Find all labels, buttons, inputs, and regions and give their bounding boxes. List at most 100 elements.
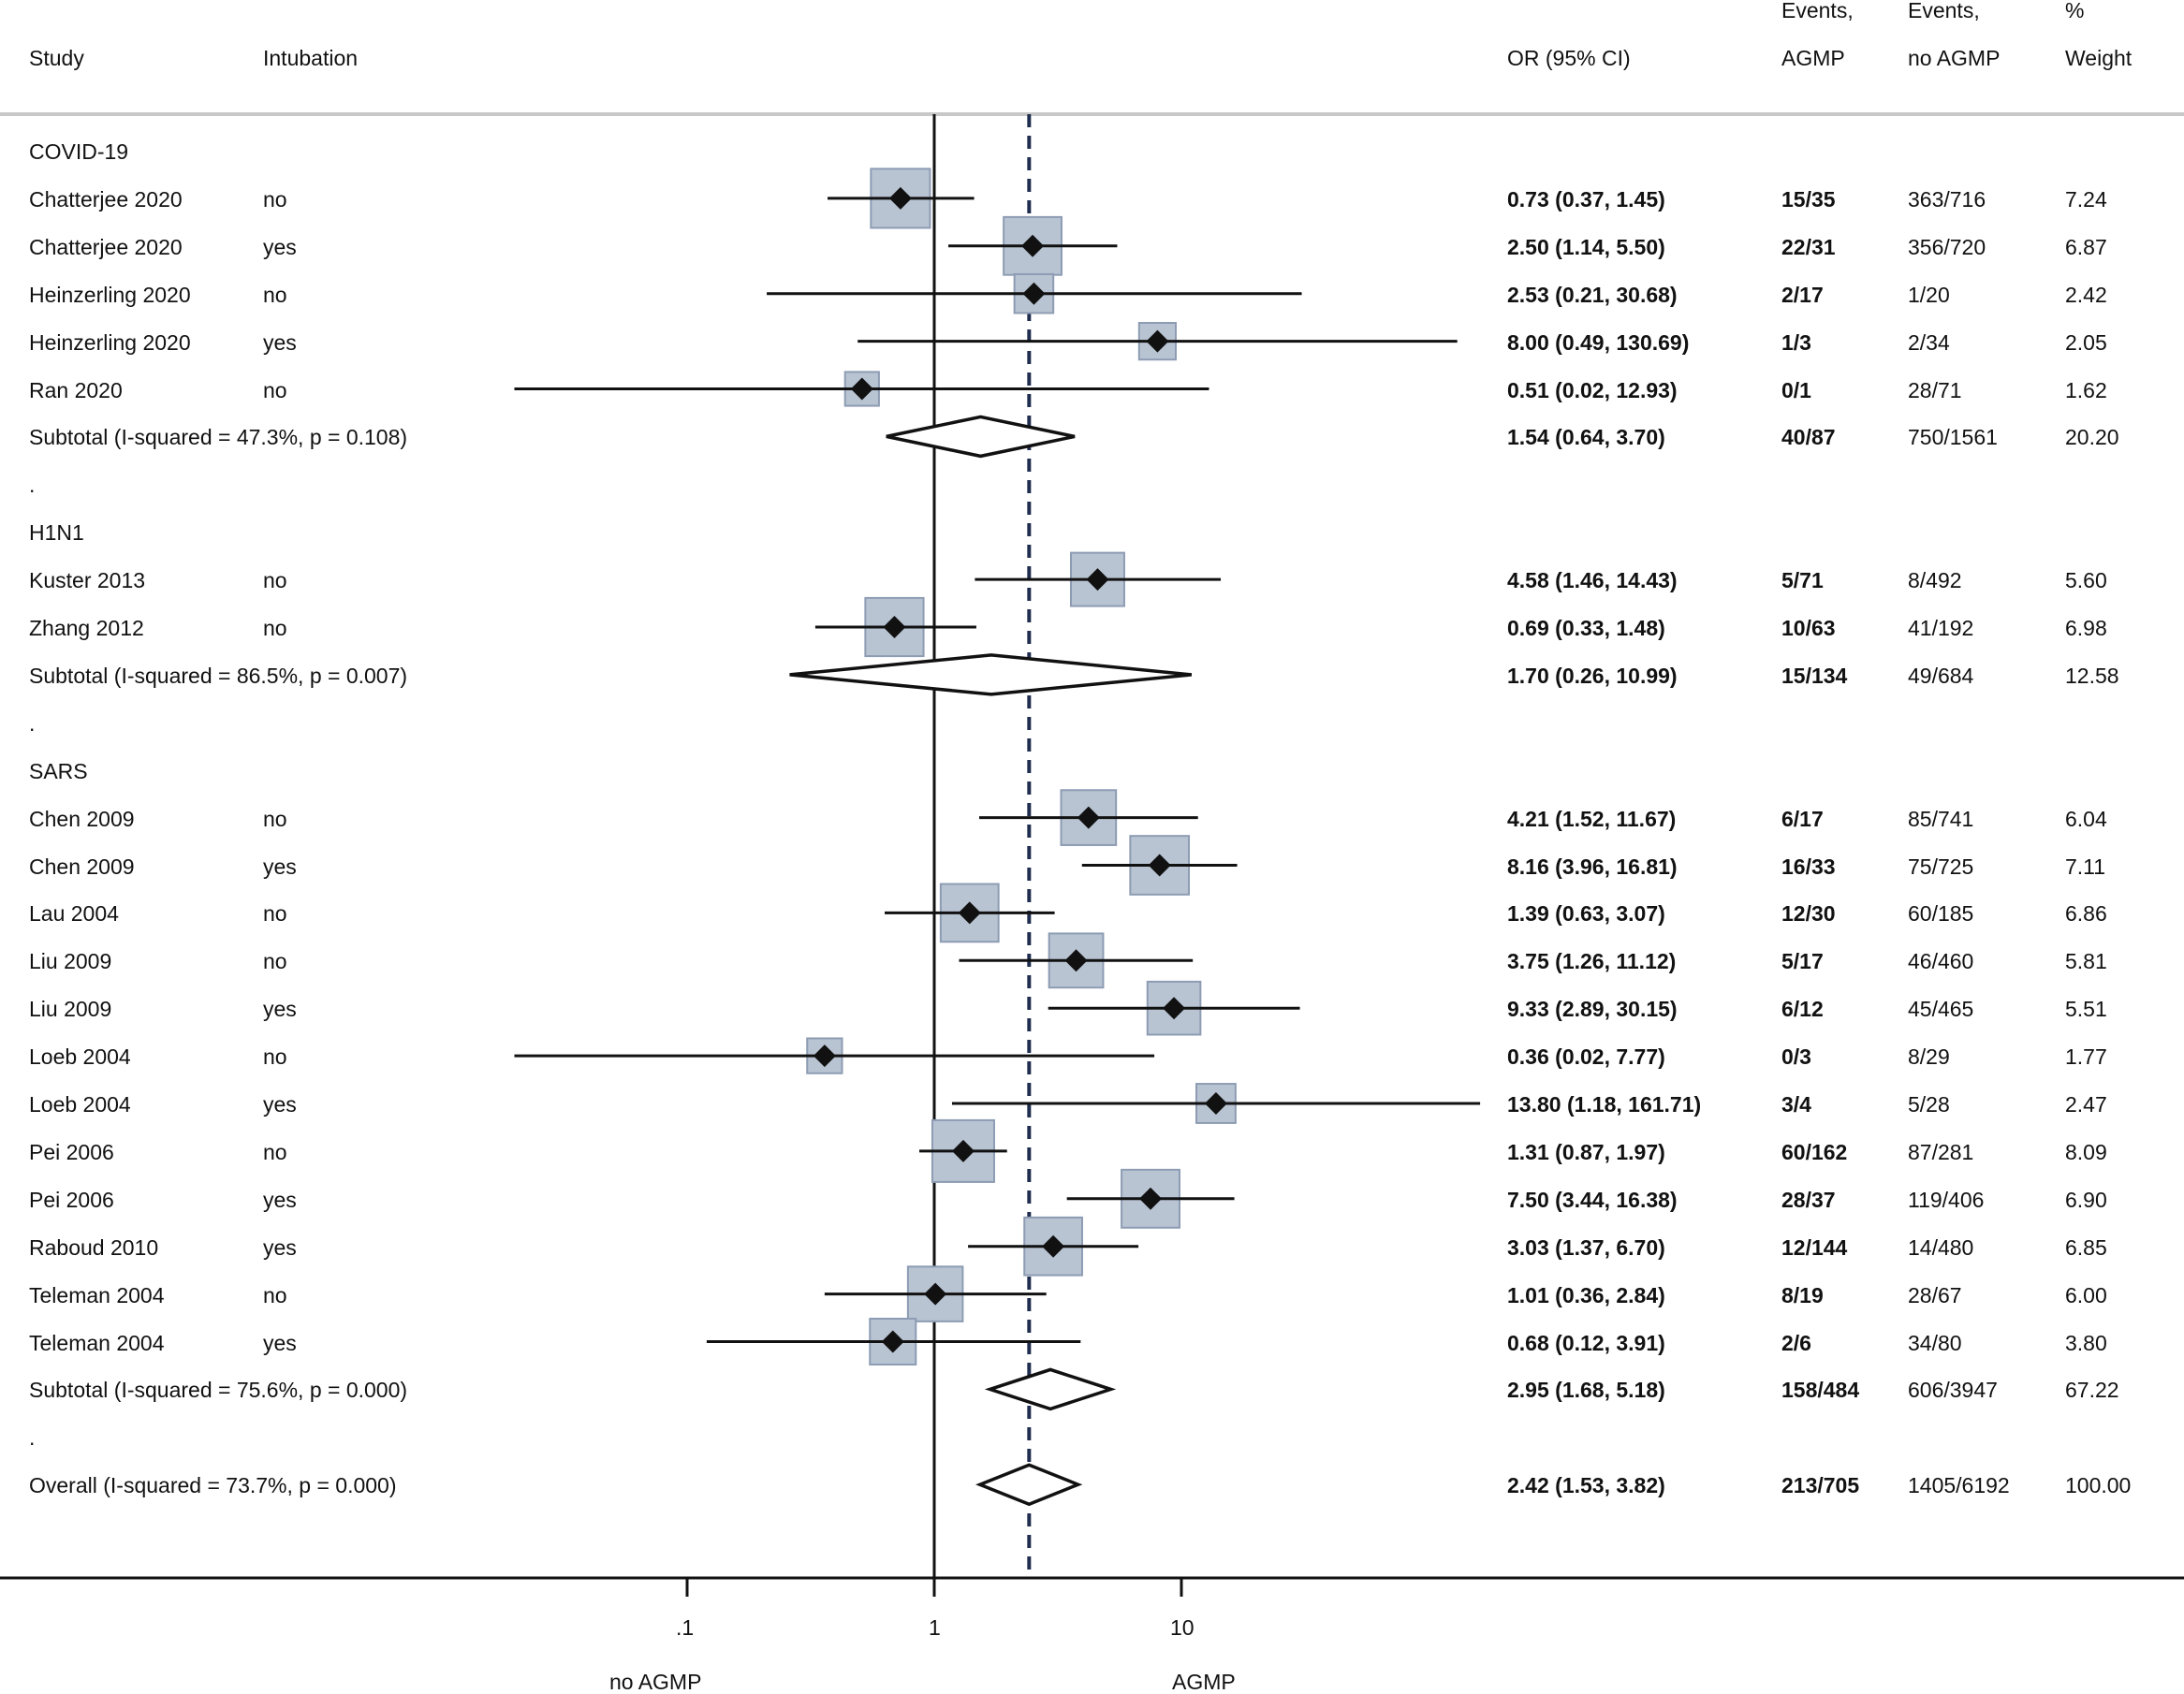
or-ci-value: 1.70 (0.26, 10.99) [1507, 664, 1678, 688]
events-no-agmp-value: 60/185 [1908, 901, 1974, 926]
weight-value: 6.85 [2065, 1235, 2107, 1260]
events-no-agmp-value: 119/406 [1908, 1188, 1985, 1212]
intubation-value: no [263, 568, 287, 592]
events-agmp-value: 3/4 [1781, 1092, 1811, 1117]
header-intubation: Intubation [263, 46, 359, 70]
events-no-agmp-value: 46/460 [1908, 949, 1974, 973]
or-ci-value: 0.51 (0.02, 12.93) [1507, 378, 1678, 402]
weight-value: 67.22 [2065, 1378, 2119, 1402]
study-name: Liu 2009 [29, 997, 112, 1021]
events-no-agmp-value: 1/20 [1908, 283, 1950, 307]
weight-value: 2.47 [2065, 1092, 2107, 1117]
events-agmp-value: 6/17 [1781, 807, 1824, 831]
weight-value: 12.58 [2065, 664, 2119, 688]
weight-value: 7.24 [2065, 187, 2107, 212]
events-no-agmp-value: 45/465 [1908, 997, 1974, 1021]
events-agmp-value: 60/162 [1781, 1140, 1848, 1164]
subtotal-label: Subtotal (I-squared = 86.5%, p = 0.007) [29, 664, 408, 688]
group-separator: . [29, 1425, 36, 1450]
header-events-no-agmp-1: Events, [1908, 0, 1980, 22]
weight-value: 20.20 [2065, 425, 2119, 449]
subtotal-diamond [984, 1367, 1117, 1411]
study-name: Raboud 2010 [29, 1235, 159, 1260]
events-agmp-value: 12/144 [1781, 1235, 1848, 1260]
point-estimate-marker [1042, 1234, 1065, 1258]
or-ci-value: 1.54 (0.64, 3.70) [1507, 425, 1665, 449]
intubation-value: yes [263, 1092, 297, 1117]
intubation-value: yes [263, 235, 297, 259]
or-ci-value: 1.39 (0.63, 3.07) [1507, 901, 1665, 926]
or-ci-value: 2.50 (1.14, 5.50) [1507, 235, 1665, 259]
study-name: Ran 2020 [29, 378, 123, 402]
point-estimate-marker [850, 377, 873, 401]
header-weight-2: Weight [2065, 46, 2133, 70]
events-no-agmp-value: 5/28 [1908, 1092, 1950, 1117]
study-name: Chatterjee 2020 [29, 235, 183, 259]
or-ci-value: 2.42 (1.53, 3.82) [1507, 1473, 1665, 1497]
events-no-agmp-value: 49/684 [1908, 664, 1974, 688]
events-no-agmp-value: 8/29 [1908, 1044, 1950, 1069]
intubation-value: yes [263, 330, 297, 355]
events-agmp-value: 15/35 [1781, 187, 1836, 212]
or-ci-value: 1.01 (0.36, 2.84) [1507, 1283, 1665, 1307]
study-name: Chatterjee 2020 [29, 187, 183, 212]
point-estimate-marker [1163, 997, 1186, 1020]
intubation-value: no [263, 1140, 287, 1164]
weight-value: 1.62 [2065, 378, 2107, 402]
study-name: Teleman 2004 [29, 1331, 165, 1355]
events-no-agmp-value: 34/80 [1908, 1331, 1962, 1355]
or-ci-value: 3.03 (1.37, 6.70) [1507, 1235, 1665, 1260]
or-ci-value: 1.31 (0.87, 1.97) [1507, 1140, 1665, 1164]
weight-value: 6.90 [2065, 1188, 2107, 1212]
study-name: Kuster 2013 [29, 568, 146, 592]
subtotal-label: Subtotal (I-squared = 75.6%, p = 0.000) [29, 1378, 408, 1402]
or-ci-value: 0.69 (0.33, 1.48) [1507, 616, 1665, 640]
weight-value: 100.00 [2065, 1473, 2132, 1497]
group-label: COVID-19 [29, 139, 129, 164]
events-no-agmp-value: 41/192 [1908, 616, 1974, 640]
events-no-agmp-value: 363/716 [1908, 187, 1986, 212]
subtotal-label: Subtotal (I-squared = 47.3%, p = 0.108) [29, 425, 408, 449]
events-agmp-value: 22/31 [1781, 235, 1836, 259]
study-name: Lau 2004 [29, 901, 119, 926]
events-agmp-value: 6/12 [1781, 997, 1824, 1021]
events-agmp-value: 2/6 [1781, 1331, 1811, 1355]
events-agmp-value: 2/17 [1781, 283, 1824, 307]
intubation-value: no [263, 1283, 287, 1307]
events-no-agmp-value: 356/720 [1908, 235, 1986, 259]
group-label: SARS [29, 759, 88, 783]
study-name: Pei 2006 [29, 1140, 114, 1164]
or-ci-value: 8.00 (0.49, 130.69) [1507, 330, 1690, 355]
study-name: Pei 2006 [29, 1188, 114, 1212]
weight-value: 8.09 [2065, 1140, 2107, 1164]
events-no-agmp-value: 750/1561 [1908, 425, 1998, 449]
weight-value: 6.04 [2065, 807, 2107, 831]
weight-value: 6.87 [2065, 235, 2107, 259]
weight-value: 2.42 [2065, 283, 2107, 307]
or-ci-value: 0.36 (0.02, 7.77) [1507, 1044, 1665, 1069]
study-name: Heinzerling 2020 [29, 283, 191, 307]
events-no-agmp-value: 2/34 [1908, 330, 1950, 355]
point-estimate-marker [924, 1282, 947, 1306]
study-name: Loeb 2004 [29, 1092, 131, 1117]
events-no-agmp-value: 14/480 [1908, 1235, 1974, 1260]
intubation-value: yes [263, 1188, 297, 1212]
study-name: Zhang 2012 [29, 616, 144, 640]
weight-value: 5.81 [2065, 949, 2107, 973]
weight-value: 6.98 [2065, 616, 2107, 640]
point-estimate-marker [1204, 1092, 1227, 1115]
events-agmp-value: 158/484 [1781, 1378, 1860, 1402]
study-name: Liu 2009 [29, 949, 112, 973]
point-estimate-marker [1139, 1187, 1163, 1210]
study-name: Teleman 2004 [29, 1283, 165, 1307]
point-estimate-marker [951, 1139, 975, 1162]
or-ci-value: 4.21 (1.52, 11.67) [1507, 807, 1677, 831]
intubation-value: yes [263, 997, 297, 1021]
intubation-value: yes [263, 1235, 297, 1260]
weight-value: 5.60 [2065, 568, 2107, 592]
point-estimate-marker [813, 1044, 836, 1068]
group-separator: . [29, 711, 36, 736]
intubation-value: no [263, 1044, 287, 1069]
events-agmp-value: 1/3 [1781, 330, 1811, 355]
